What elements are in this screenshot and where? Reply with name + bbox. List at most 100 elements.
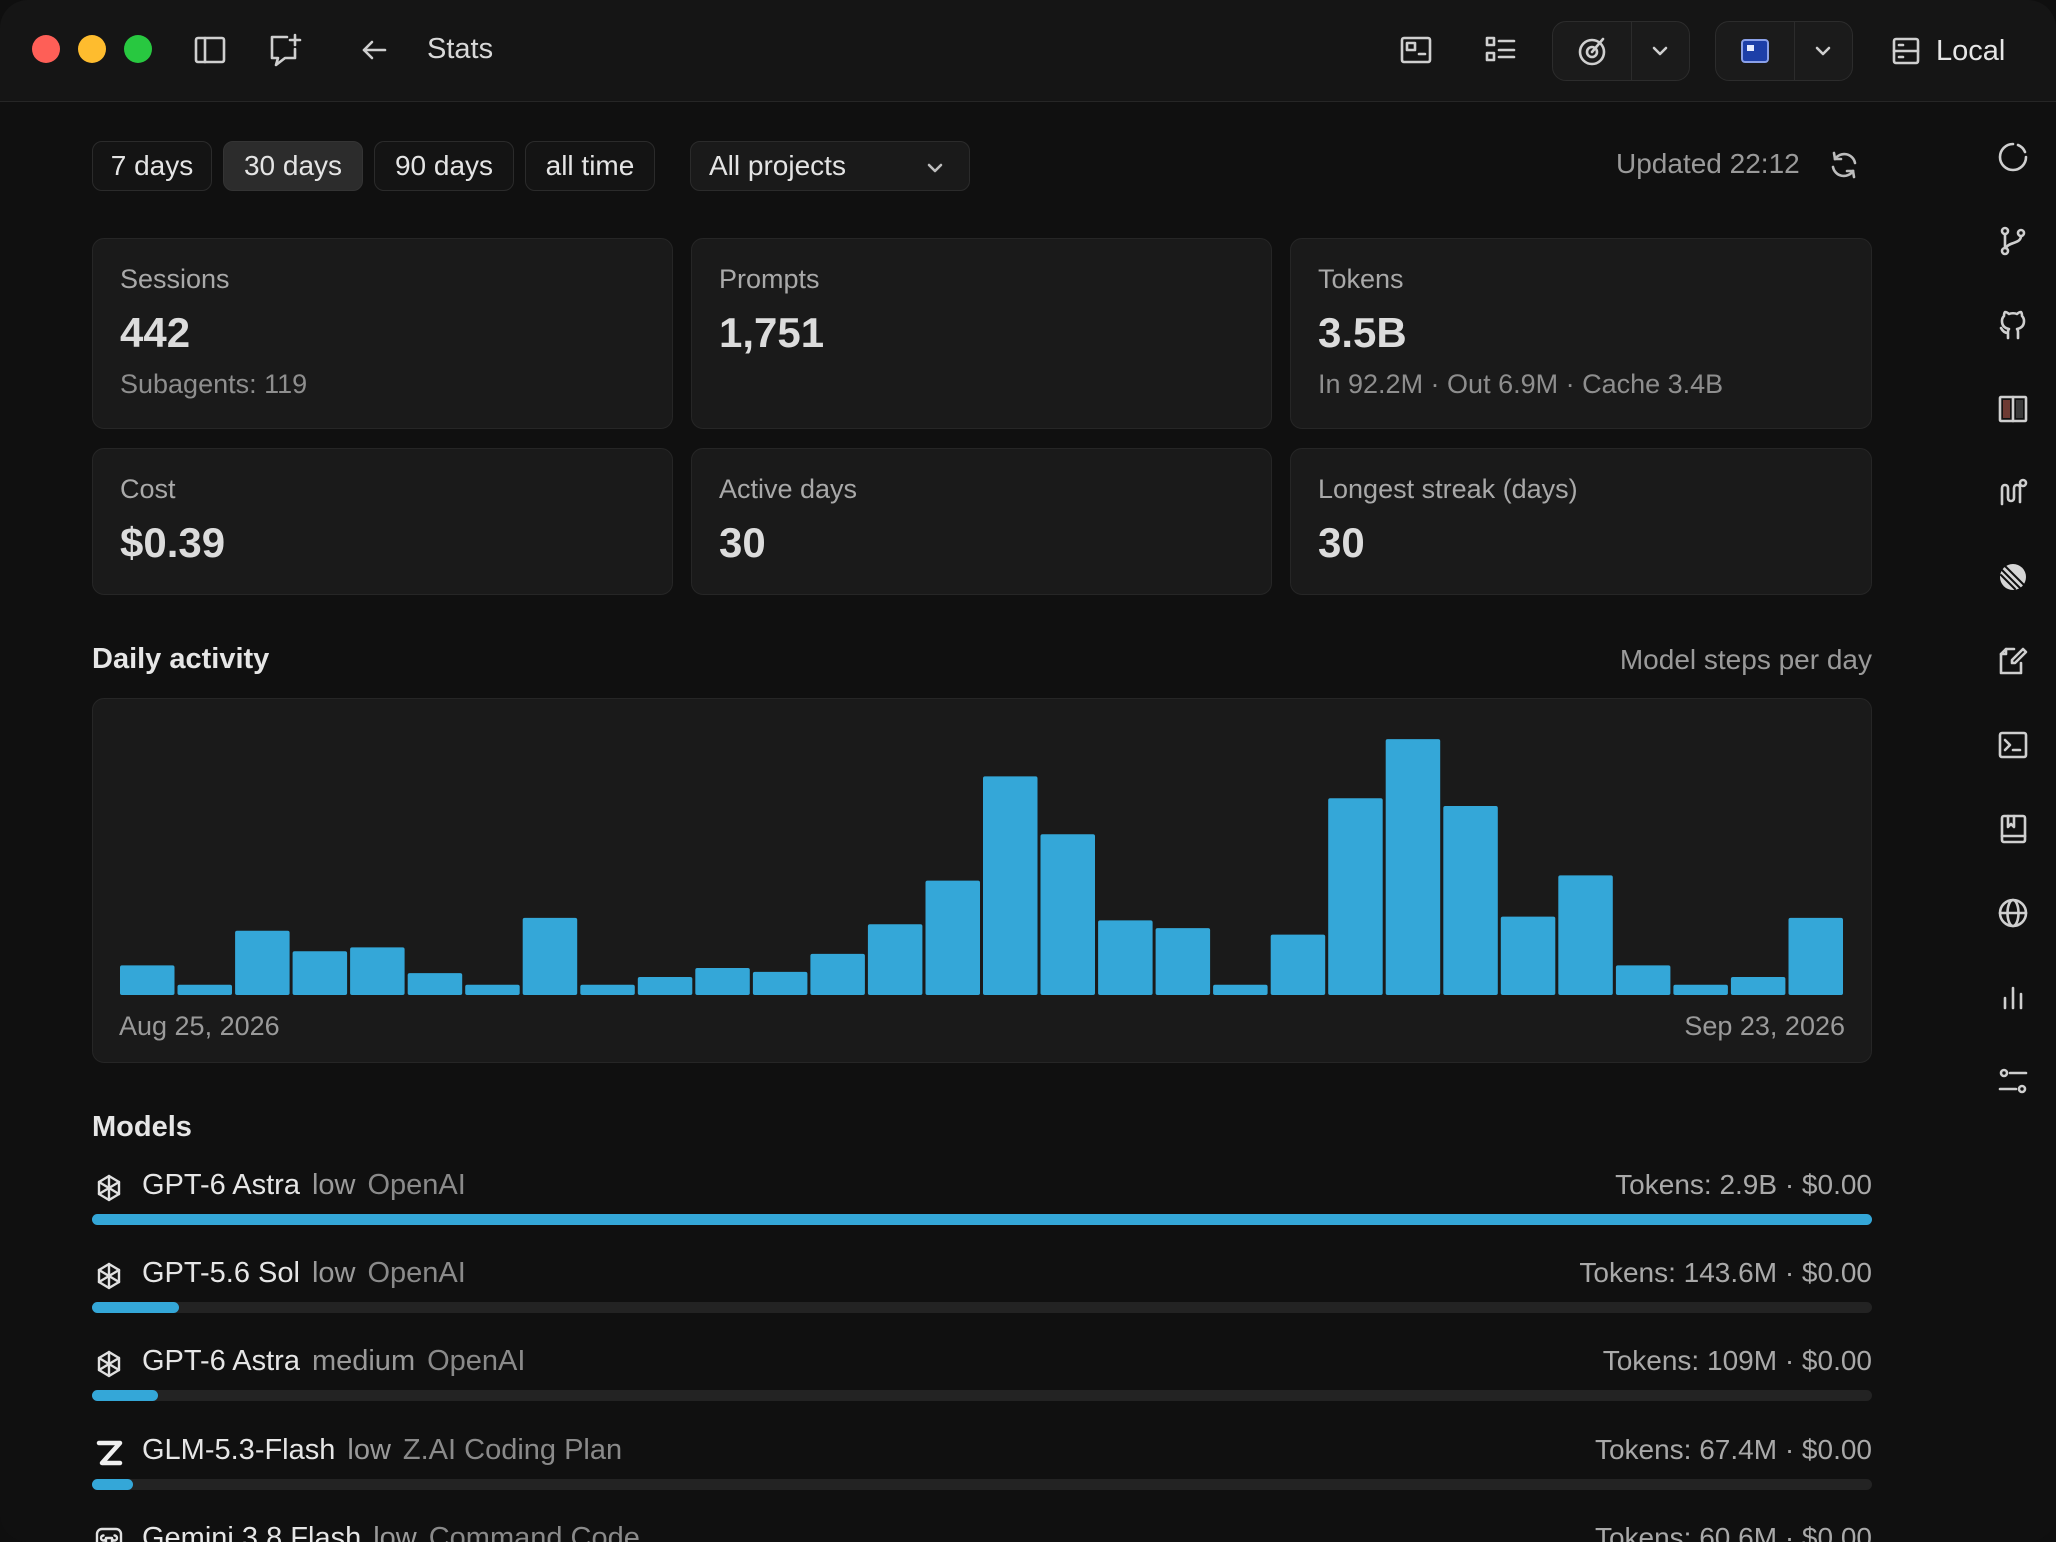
activity-bar[interactable] <box>1615 965 1671 995</box>
activity-bar[interactable] <box>1500 916 1556 995</box>
activity-bar[interactable] <box>1673 984 1728 995</box>
model-share-bar <box>92 1214 1872 1225</box>
app-switcher[interactable] <box>1715 21 1853 81</box>
activity-bar[interactable] <box>1385 739 1441 995</box>
page-title: Stats <box>427 33 494 65</box>
command-icon <box>92 1524 126 1542</box>
edit-note-icon[interactable] <box>1992 640 2034 682</box>
app-window-icon[interactable] <box>1716 22 1794 80</box>
activity-bar[interactable] <box>522 917 578 995</box>
model-row[interactable]: GPT-5.6 Sol low OpenAI Tokens: 143.6M · $0… <box>92 1253 1872 1319</box>
refresh-icon[interactable] <box>1826 147 1862 183</box>
zoom-window-button[interactable] <box>124 35 152 63</box>
activity-bar[interactable] <box>1098 920 1153 995</box>
daily-activity-chart <box>92 698 1872 1063</box>
activity-bar[interactable] <box>1040 834 1096 995</box>
range-all-time-button[interactable]: all time <box>525 141 655 191</box>
daily-activity-title: Daily activity <box>92 643 270 675</box>
activity-bar[interactable] <box>752 971 808 995</box>
cost-card: Cost $0.39 <box>92 448 673 595</box>
activity-bar[interactable] <box>465 984 520 995</box>
activity-bar[interactable] <box>1328 798 1383 995</box>
tokens-value: 3.5B <box>1318 309 1407 356</box>
bookmark-book-icon[interactable] <box>1992 808 2034 850</box>
active-days-card: Active days 30 <box>691 448 1272 595</box>
title-bar: Stats Local <box>0 0 2056 102</box>
linear-icon[interactable] <box>1992 556 2034 598</box>
target-icon[interactable] <box>1553 22 1631 80</box>
model-name: GPT-6 Astra medium OpenAI <box>142 1345 526 1377</box>
activity-bar[interactable] <box>695 968 750 995</box>
activity-bar[interactable] <box>1155 928 1211 995</box>
github-icon[interactable] <box>1992 304 2034 346</box>
activity-bar[interactable] <box>1788 917 1844 995</box>
right-tool-rail <box>1970 101 2056 1542</box>
activity-bar[interactable] <box>1213 984 1268 995</box>
sessions-card: Sessions 442 Subagents: 119 <box>92 238 673 429</box>
model-share-bar <box>92 1302 180 1313</box>
daily-activity-note: Model steps per day <box>1619 644 1872 675</box>
model-row[interactable]: Gemini 3.8 Flash low Command Code Tokens: … <box>92 1518 1872 1542</box>
longest-streak-card: Longest streak (days) 30 <box>1290 448 1872 595</box>
sidebar-toggle-icon[interactable] <box>190 30 230 70</box>
zai-icon <box>92 1436 126 1470</box>
active-days-label: Active days <box>719 474 858 504</box>
sessions-label: Sessions <box>120 264 230 294</box>
model-share-bar <box>92 1390 158 1401</box>
activity-bar[interactable] <box>810 953 865 995</box>
git-branch-icon[interactable] <box>1992 220 2034 262</box>
checklist-icon[interactable] <box>1480 30 1520 70</box>
tokens-card: Tokens 3.5B In 92.2M · Out 6.9M · Cache … <box>1290 238 1872 429</box>
split-view-icon[interactable] <box>1396 30 1436 70</box>
activity-bar[interactable] <box>1730 977 1786 995</box>
terminal-icon[interactable] <box>1992 724 2034 766</box>
subagents-count: Subagents: 119 <box>120 369 308 399</box>
local-label: Local <box>1936 34 2006 67</box>
range-90-days-button[interactable]: 90 days <box>374 141 514 191</box>
model-usage: Tokens: 2.9B · $0.00 <box>1615 1169 1872 1200</box>
activity-bar[interactable] <box>120 965 175 995</box>
activity-bar[interactable] <box>925 880 981 995</box>
loading-circle-icon[interactable] <box>1992 136 2034 178</box>
prompts-value: 1,751 <box>719 309 825 356</box>
chevron-down-icon[interactable] <box>1632 22 1688 80</box>
project-select[interactable]: All projects <box>690 141 970 191</box>
cost-value: $0.39 <box>120 519 226 566</box>
model-row[interactable]: GPT-6 Astra low OpenAI Tokens: 2.9B · $0.0… <box>92 1165 1872 1231</box>
activity-bar[interactable] <box>407 973 463 995</box>
range-30-days-button[interactable]: 30 days <box>223 141 363 191</box>
model-row[interactable]: GLM-5.3-Flash low Z.AI Coding Plan Tokens:… <box>92 1430 1872 1496</box>
agent-mode-selector[interactable] <box>1552 21 1690 81</box>
minimize-window-button[interactable] <box>78 35 106 63</box>
cost-label: Cost <box>120 474 176 504</box>
workflow-icon[interactable] <box>1992 472 2034 514</box>
close-window-button[interactable] <box>32 35 60 63</box>
activity-bar[interactable] <box>1558 875 1613 995</box>
activity-bar[interactable] <box>292 951 348 995</box>
activity-bar[interactable] <box>1270 934 1326 995</box>
model-row[interactable]: GPT-6 Astra medium OpenAI Tokens: 109M · $… <box>92 1341 1872 1407</box>
activity-bar[interactable] <box>580 984 635 995</box>
activity-bar[interactable] <box>177 984 233 995</box>
chevron-down-icon[interactable] <box>1795 22 1851 80</box>
book-panel-icon[interactable] <box>1992 388 2034 430</box>
chart-end-date: Sep 23, 2026 <box>1684 1011 1845 1041</box>
openai-icon <box>92 1259 126 1293</box>
new-chat-icon[interactable] <box>265 30 305 70</box>
activity-bar[interactable] <box>235 930 290 995</box>
activity-bar[interactable] <box>350 947 405 995</box>
range-7-days-button[interactable]: 7 days <box>92 141 212 191</box>
settings-sliders-icon[interactable] <box>1992 1060 2034 1102</box>
bar-chart-icon[interactable] <box>1992 976 2034 1018</box>
activity-bar[interactable] <box>983 776 1038 995</box>
longest-streak-label: Longest streak (days) <box>1318 474 1578 504</box>
globe-icon[interactable] <box>1992 892 2034 934</box>
back-arrow-icon[interactable] <box>354 30 394 70</box>
activity-bar[interactable] <box>637 977 693 995</box>
project-select-value: All projects <box>709 150 846 181</box>
activity-bar[interactable] <box>1443 806 1498 995</box>
local-environment-button[interactable]: Local <box>1890 30 2005 72</box>
activity-bar[interactable] <box>867 924 923 995</box>
model-share-track <box>92 1214 1872 1225</box>
